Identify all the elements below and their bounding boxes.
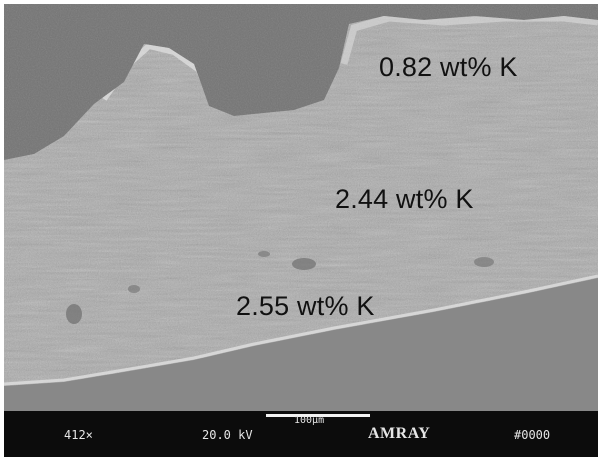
accelerating-voltage-readout: 20.0 kV (202, 428, 253, 442)
sem-data-bar: 412× 20.0 kV 100µm AMRAY #0000 (4, 411, 598, 457)
scale-bar-label: 100µm (294, 415, 325, 426)
sem-image-frame: 0.82 wt% K 2.44 wt% K 2.55 wt% K 412× 20… (4, 4, 598, 457)
sem-micrograph: 0.82 wt% K 2.44 wt% K 2.55 wt% K (4, 4, 598, 411)
annotation-0-82-wt-k: 0.82 wt% K (379, 52, 518, 82)
photo-number: #0000 (514, 428, 551, 442)
micrograph-texture (4, 4, 598, 411)
annotation-2-44-wt-k: 2.44 wt% K (335, 184, 474, 214)
magnification-readout: 412× (64, 428, 93, 442)
annotation-2-55-wt-k: 2.55 wt% K (236, 291, 375, 321)
instrument-brand: AMRAY (368, 425, 431, 442)
scale-bar (266, 414, 370, 417)
